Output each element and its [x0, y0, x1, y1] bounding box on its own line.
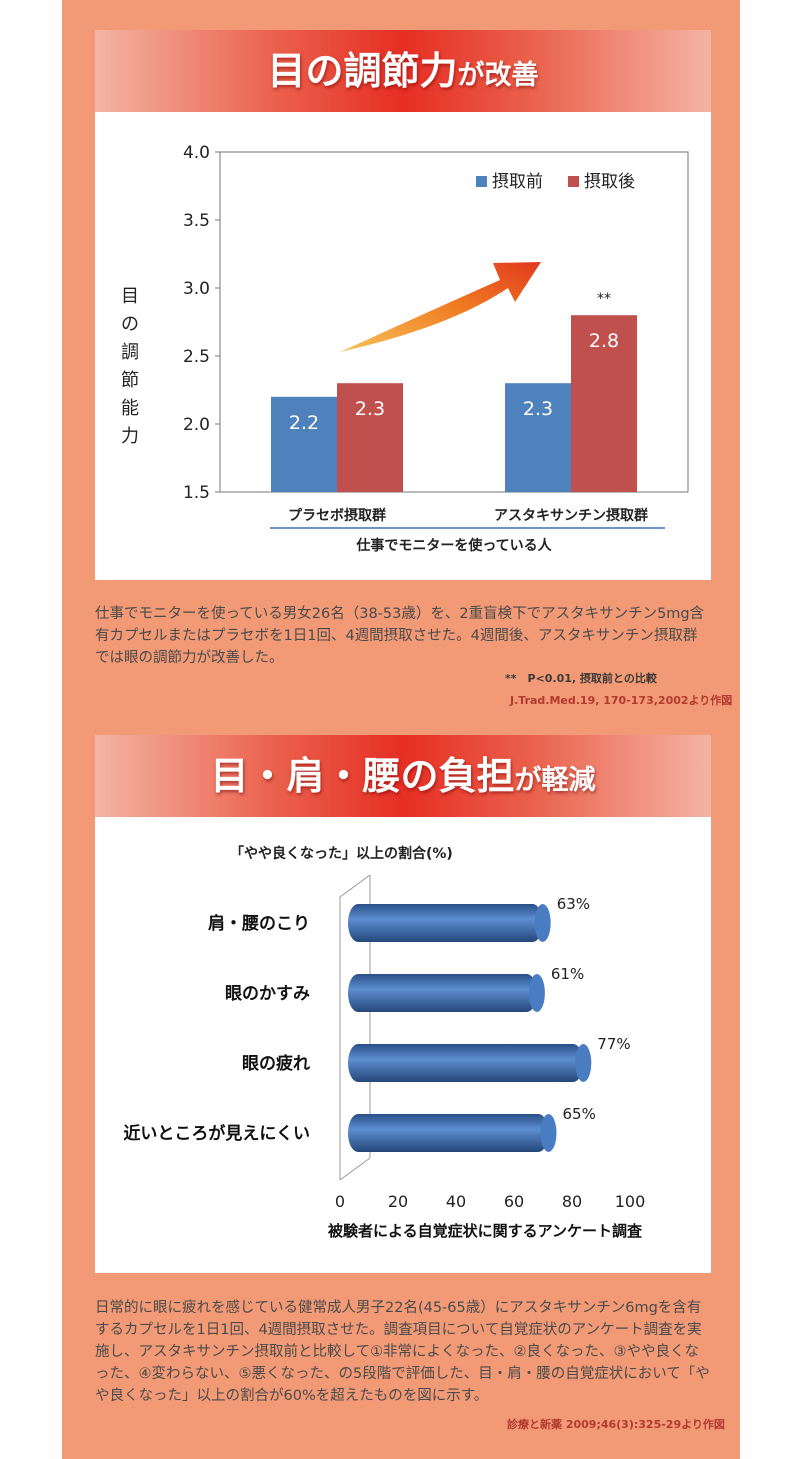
x-tick-label: 100: [615, 1192, 646, 1211]
trend-arrow: [340, 262, 541, 352]
x-tick-label: 60: [504, 1192, 524, 1211]
section2-banner: 目・肩・腰の負担が軽減: [95, 735, 711, 817]
section2-title: 目・肩・腰の負担: [210, 754, 515, 798]
symptom-value-label: 65%: [563, 1105, 596, 1123]
x-tick-label: 20: [388, 1192, 408, 1211]
symptom-bar-cap: [575, 1044, 592, 1082]
y-tick-label: 1.5: [183, 483, 210, 503]
y-axis-label-char: の: [121, 314, 139, 335]
bar-data-label: 2.8: [589, 330, 619, 352]
symptom-value-label: 77%: [597, 1035, 630, 1053]
x-axis-label: 仕事でモニターを使っている人: [355, 537, 552, 554]
symptom-bar: [348, 1044, 584, 1082]
section2-note: 日常的に眼に疲れを感じている健常成人男子22名(45-65歳）にアスタキサンチン…: [95, 1300, 710, 1404]
y-axis-label-char: 節: [121, 370, 139, 391]
bar-before: [271, 396, 337, 492]
section1-note: 仕事でモニターを使っている男女26名（38-53歳）を、2重盲検下でアスタキサン…: [95, 606, 705, 666]
y-tick-label: 3.0: [183, 279, 210, 299]
y-tick-label: 4.0: [183, 143, 210, 163]
symptom-bar-cap: [528, 974, 545, 1012]
symptom-bar-cap: [534, 904, 551, 942]
significance-note: ** P<0.01, 摂取前との比較: [505, 672, 657, 685]
x-tick-label: 0: [335, 1192, 345, 1211]
symptom-bar: [348, 904, 543, 942]
plot-frame: [219, 151, 689, 493]
y-axis-label-char: 能: [121, 398, 139, 419]
section2-title-suffix: が軽減: [514, 765, 596, 796]
y-axis-label-char: 調: [121, 342, 139, 363]
symptom-value-label: 63%: [557, 895, 590, 913]
frame-bottom-diagonal: [339, 1157, 371, 1181]
section1-citation: J.Trad.Med.19, 170-173,2002より作図: [510, 694, 733, 707]
bar-data-label: 2.2: [289, 412, 319, 434]
symptom-bar-chart: 「やや良くなった」以上の割合(%) 63% 肩・腰のこり 61% 眼のかすみ 77% 眼の疲…: [123, 845, 646, 1240]
x-axis-label: 被験者による自覚症状に関するアンケート調査: [328, 1222, 643, 1240]
section2-citation: 診療と新薬 2009;46(3):325-29より作図: [507, 1418, 725, 1431]
x-category-label: アスタキサンチン摂取群: [494, 507, 648, 524]
symptom-bar-cap: [540, 1114, 557, 1152]
y-tick-label: 3.5: [183, 211, 210, 231]
bar-data-label: 2.3: [523, 398, 553, 420]
symptom-category-label: 肩・腰のこり: [208, 913, 310, 934]
significance-marker: **: [597, 291, 611, 307]
symptom-bar: [348, 974, 537, 1012]
legend-label: 摂取前: [492, 172, 543, 192]
symptom-category-label: 近いところが見えにくい: [123, 1123, 310, 1144]
y-axis-label-char: 力: [121, 426, 139, 447]
legend-swatch: [568, 176, 579, 187]
bar-before: [505, 383, 571, 492]
y-tick-label: 2.0: [183, 415, 210, 435]
frame-top-diagonal: [339, 874, 371, 898]
section1-title-suffix: が改善: [457, 60, 539, 91]
symptom-category-label: 眼のかすみ: [225, 984, 310, 1004]
x-tick-label: 80: [562, 1192, 582, 1211]
y-tick-label: 2.5: [183, 347, 210, 367]
x-category-label: プラセボ摂取群: [288, 507, 386, 524]
chart2-container: 「やや良くなった」以上の割合(%) 63% 肩・腰のこり 61% 眼のかすみ 77% 眼の疲…: [95, 817, 711, 1273]
legend-label: 摂取後: [584, 172, 635, 192]
chart1-container: 1.5 2.0 2.5 3.0 3.5 4.0 目の調節能力 2.2 2.3 プラセボ摂取群 2.3…: [95, 112, 711, 580]
x-tick-label: 40: [446, 1192, 466, 1211]
symptom-bar: [348, 1114, 549, 1152]
symptom-value-label: 61%: [551, 965, 584, 983]
section1-title: 目の調節力: [267, 49, 458, 93]
bar-after: [337, 383, 403, 492]
y-axis-label-char: 目: [121, 286, 139, 307]
section1-banner: 目の調節力が改善: [95, 30, 711, 112]
legend-swatch: [476, 176, 487, 187]
bar-data-label: 2.3: [355, 398, 385, 420]
chart2-title: 「やや良くなった」以上の割合(%): [230, 845, 453, 862]
symptom-category-label: 眼の疲れ: [242, 1053, 310, 1074]
bar-after: [571, 315, 637, 492]
